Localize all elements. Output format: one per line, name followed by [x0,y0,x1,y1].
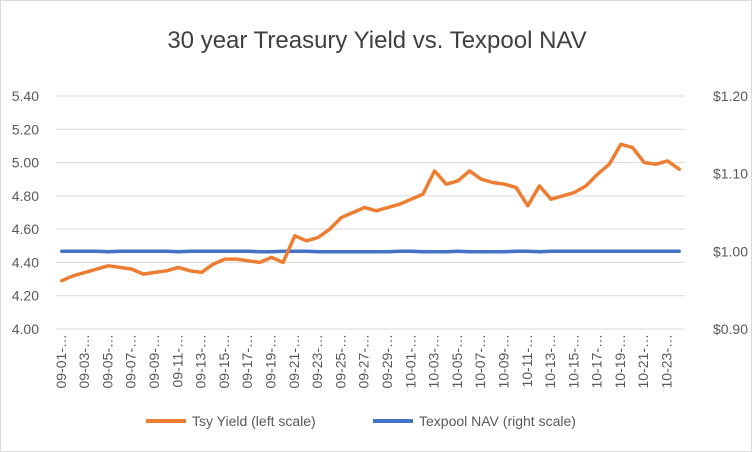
right-tick-label: $1.00 [713,243,748,259]
x-tick-label: 09-17-… [239,334,255,388]
x-tick-label: 10-07-… [472,334,488,388]
x-tick-label: 10-15-… [565,334,581,388]
left-tick-label: 5.00 [12,155,39,171]
x-tick-label: 09-01-… [53,334,69,388]
series-line-tsy-yield [60,142,681,283]
x-tick-label: 09-15-… [216,334,232,388]
x-tick-label: 10-23-… [659,334,675,388]
legend-label-texpool-nav: Texpool NAV (right scale) [419,413,576,429]
x-tick-label: 10-05-… [449,334,465,388]
x-tick-label: 10-09-… [495,334,511,388]
x-tick-label: 09-09-… [146,334,162,388]
right-tick-label: $0.90 [713,321,748,337]
left-axis-ticks: 4.00 4.20 4.40 4.60 4.80 5.00 5.20 5.40 [12,88,39,337]
x-tick-label: 09-05-… [99,334,115,388]
x-tick-label: 10-19-… [612,334,628,388]
x-tick-label: 10-17-… [589,334,605,388]
legend: Tsy Yield (left scale) Texpool NAV (righ… [146,413,576,429]
x-tick-label: 09-19-… [262,334,278,388]
x-tick-label: 09-23-… [309,334,325,388]
right-tick-label: $1.20 [713,88,748,104]
left-tick-label: 4.40 [12,254,39,270]
gridlines [56,95,685,330]
x-tick-label: 10-11-… [519,334,535,387]
left-tick-label: 4.00 [12,321,39,337]
x-tick-label: 09-29-… [379,334,395,388]
x-tick-label: 10-03-… [426,334,442,388]
x-tick-label: 09-11-… [169,334,185,387]
x-tick-label: 09-27-… [356,334,372,388]
left-tick-label: 5.20 [12,121,39,137]
x-tick-label: 09-03-… [76,334,92,388]
x-tick-label: 09-21-… [286,334,302,388]
right-tick-label: $1.10 [713,166,748,182]
x-tick-label: 10-13-… [542,334,558,388]
left-tick-label: 5.40 [12,88,39,104]
left-tick-label: 4.60 [12,221,39,237]
x-tick-label: 09-13-… [193,334,209,388]
x-tick-label: 09-25-… [332,334,348,388]
left-tick-label: 4.80 [12,188,39,204]
x-axis-ticks: 09-01-… 09-03-… 09-05-… 09-07-… 09-09-… 09-11… [53,334,675,388]
x-tick-label: 09-07-… [123,334,139,388]
x-tick-label: 10-01-… [402,334,418,388]
x-tick-label: 10-21-… [635,334,651,388]
legend-label-tsy-yield: Tsy Yield (left scale) [192,413,316,429]
right-axis-ticks: $0.90 $1.00 $1.10 $1.20 [713,88,748,337]
left-tick-label: 4.20 [12,288,39,304]
series-lines [60,142,681,283]
chart-title: 30 year Treasury Yield vs. Texpool NAV [167,27,586,54]
